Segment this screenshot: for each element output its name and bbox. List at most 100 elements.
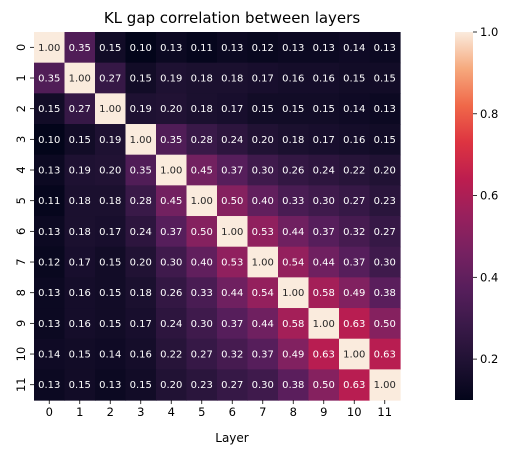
heatmap-cell bbox=[34, 93, 66, 125]
heatmap-cell bbox=[278, 277, 310, 309]
heatmap-cell bbox=[217, 338, 249, 370]
heatmap-cell bbox=[156, 185, 188, 217]
cell-value-label: 0.24 bbox=[160, 319, 182, 330]
heatmap-cell bbox=[34, 246, 66, 278]
heatmap-cell bbox=[278, 62, 310, 94]
cell-value-label: 0.15 bbox=[99, 319, 121, 330]
cell-value-label: 0.27 bbox=[374, 227, 396, 238]
heatmap-cell bbox=[369, 246, 401, 278]
heatmap-cell bbox=[125, 338, 157, 370]
cell-value-label: 0.11 bbox=[191, 43, 213, 54]
cell-value-label: 0.24 bbox=[130, 227, 152, 238]
x-tick-label: 9 bbox=[320, 405, 327, 419]
heatmap-cell bbox=[278, 246, 310, 278]
cell-value-label: 0.30 bbox=[191, 319, 213, 330]
heatmap-cell bbox=[95, 277, 127, 309]
heatmap-cell bbox=[156, 277, 188, 309]
cell-value-label: 0.13 bbox=[38, 288, 60, 299]
cell-value-label: 0.15 bbox=[99, 258, 121, 269]
y-tick-label: 1 bbox=[14, 74, 28, 81]
heatmap-cell bbox=[34, 32, 66, 64]
cell-value-label: 0.18 bbox=[282, 135, 304, 146]
cell-value-label: 0.35 bbox=[130, 166, 152, 177]
cell-value-label: 0.19 bbox=[99, 135, 121, 146]
heatmap-cell bbox=[34, 216, 66, 248]
heatmap-cell bbox=[95, 93, 127, 125]
heatmap-cell bbox=[64, 32, 96, 64]
heatmap-cell bbox=[339, 216, 371, 248]
cell-value-label: 0.44 bbox=[313, 258, 335, 269]
cell-value-label: 1.00 bbox=[99, 104, 121, 115]
y-tick-label: 11 bbox=[14, 377, 28, 392]
heatmap-cell bbox=[247, 216, 279, 248]
cell-value-label: 0.49 bbox=[343, 288, 365, 299]
cell-value-label: 0.26 bbox=[160, 288, 182, 299]
cell-value-label: 1.00 bbox=[313, 319, 335, 330]
cell-value-label: 0.17 bbox=[252, 74, 274, 85]
heatmap-cell bbox=[247, 124, 279, 156]
cell-value-label: 1.00 bbox=[191, 196, 213, 207]
cell-value-label: 0.19 bbox=[130, 104, 152, 115]
heatmap-cell bbox=[369, 62, 401, 94]
cell-value-label: 0.45 bbox=[160, 196, 182, 207]
cell-value-label: 0.24 bbox=[221, 135, 243, 146]
cell-value-label: 0.50 bbox=[191, 227, 213, 238]
cell-value-label: 0.15 bbox=[282, 104, 304, 115]
colorbar-tick-label: 0.4 bbox=[480, 270, 498, 284]
heatmap-cell bbox=[339, 62, 371, 94]
heatmap-cell bbox=[64, 216, 96, 248]
cell-value-label: 0.15 bbox=[252, 104, 274, 115]
heatmap-cell bbox=[278, 32, 310, 64]
heatmap-cell bbox=[339, 124, 371, 156]
heatmap-cell bbox=[125, 277, 157, 309]
cell-value-label: 0.17 bbox=[130, 319, 152, 330]
cell-value-label: 1.00 bbox=[130, 135, 152, 146]
cell-value-label: 0.12 bbox=[38, 258, 60, 269]
heatmap-cell bbox=[339, 246, 371, 278]
cell-value-label: 0.15 bbox=[99, 43, 121, 54]
heatmap-cell bbox=[369, 216, 401, 248]
cell-value-label: 0.15 bbox=[99, 288, 121, 299]
cell-value-label: 0.13 bbox=[99, 380, 121, 391]
cell-value-label: 0.18 bbox=[130, 288, 152, 299]
heatmap-cell bbox=[186, 185, 218, 217]
heatmap-cell bbox=[95, 308, 127, 340]
heatmap-cell bbox=[156, 308, 188, 340]
cell-value-label: 0.27 bbox=[343, 196, 365, 207]
heatmap-cell bbox=[125, 216, 157, 248]
x-tick-label: 1 bbox=[76, 405, 83, 419]
heatmap-cell bbox=[308, 62, 340, 94]
cell-value-label: 1.00 bbox=[282, 288, 304, 299]
heatmap-cell bbox=[308, 308, 340, 340]
heatmap-cell bbox=[156, 246, 188, 278]
heatmap-cell bbox=[247, 369, 279, 401]
heatmap-cell bbox=[308, 154, 340, 186]
cell-value-label: 0.17 bbox=[99, 227, 121, 238]
cell-value-label: 0.13 bbox=[38, 380, 60, 391]
cell-value-label: 0.15 bbox=[130, 74, 152, 85]
heatmap-cell bbox=[64, 124, 96, 156]
heatmap-cell bbox=[369, 124, 401, 156]
cell-value-label: 0.27 bbox=[191, 350, 213, 361]
x-axis-label: Layer bbox=[215, 431, 249, 445]
y-tick-label: 10 bbox=[14, 347, 28, 362]
heatmap-cell bbox=[125, 93, 157, 125]
chart-title: KL gap correlation between layers bbox=[104, 9, 360, 27]
cell-value-label: 0.35 bbox=[38, 74, 60, 85]
x-tick-label: 10 bbox=[347, 405, 362, 419]
cell-value-label: 0.50 bbox=[313, 380, 335, 391]
heatmap-cells: 1.00 0.35 0.15 0.10 0.13 0.11 0.13 0.12 0.13 0.13… bbox=[34, 32, 401, 401]
cell-value-label: 0.16 bbox=[130, 350, 152, 361]
cell-value-label: 0.15 bbox=[343, 74, 365, 85]
cell-value-label: 0.18 bbox=[69, 227, 91, 238]
heatmap-cell bbox=[308, 277, 340, 309]
heatmap-cell bbox=[64, 62, 96, 94]
colorbar-tick-label: 0.8 bbox=[480, 107, 498, 121]
x-tick-label: 0 bbox=[46, 405, 53, 419]
cell-value-label: 0.20 bbox=[160, 380, 182, 391]
heatmap-cell bbox=[247, 93, 279, 125]
cell-value-label: 0.50 bbox=[221, 196, 243, 207]
cell-value-label: 0.32 bbox=[221, 350, 243, 361]
heatmap-cell bbox=[308, 338, 340, 370]
